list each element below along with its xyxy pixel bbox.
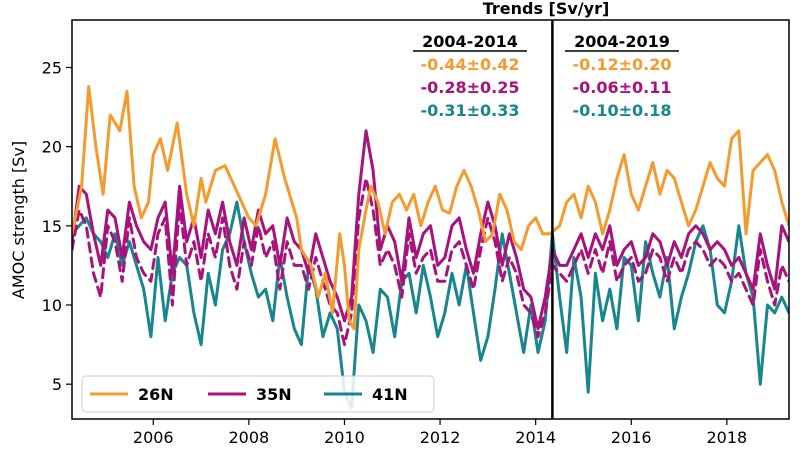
trend-value-26n: -0.44±0.42 (421, 55, 520, 74)
x-tick-label: 2016 (611, 428, 652, 447)
legend-label-26n: 26N (138, 385, 174, 404)
trend-column-header: 2004-2014 (422, 32, 518, 51)
x-tick-label: 2006 (133, 428, 174, 447)
trend-value-41n: -0.10±0.18 (573, 101, 672, 120)
legend: 26N 35N 41N (81, 375, 435, 413)
y-tick-label: 20 (42, 138, 62, 157)
y-tick-label: 15 (42, 217, 62, 236)
series-line-35n (72, 129, 789, 331)
x-tick-label: 2012 (420, 428, 461, 447)
trend-value-41n: -0.31±0.33 (421, 101, 520, 120)
x-tick-label: 2010 (324, 428, 365, 447)
series-line-35n-dashed (72, 176, 789, 347)
lines-layer (72, 85, 789, 410)
x-axis: 2006 2008 2010 2012 2014 2016 2018 (133, 419, 747, 447)
y-tick-label: 5 (52, 375, 62, 394)
x-tick-label: 2018 (707, 428, 748, 447)
x-tick-label: 2008 (229, 428, 270, 447)
trends-table: 2004-2014 2004-2019 -0.44±0.42 -0.12±0.20 -0… (413, 32, 679, 120)
series-line-26n (72, 85, 789, 331)
chart-title: Trends [Sv/yr] (483, 0, 610, 18)
trend-value-35n: -0.28±0.25 (421, 78, 520, 97)
trend-value-26n: -0.12±0.20 (573, 55, 672, 74)
y-tick-label: 10 (42, 296, 62, 315)
trend-column-header: 2004-2019 (574, 32, 670, 51)
y-tick-label: 25 (42, 59, 62, 78)
legend-label-35n: 35N (256, 385, 292, 404)
plot-frame (71, 19, 790, 420)
x-tick-label: 2014 (515, 428, 556, 447)
legend-label-41n: 41N (372, 385, 408, 404)
legend-box (81, 375, 435, 413)
y-axis: 5 10 15 20 25 (42, 59, 72, 394)
y-axis-label: AMOC strength [Sv] (9, 141, 28, 299)
series-line-41n (72, 200, 789, 410)
trend-value-35n: -0.06±0.11 (573, 78, 672, 97)
